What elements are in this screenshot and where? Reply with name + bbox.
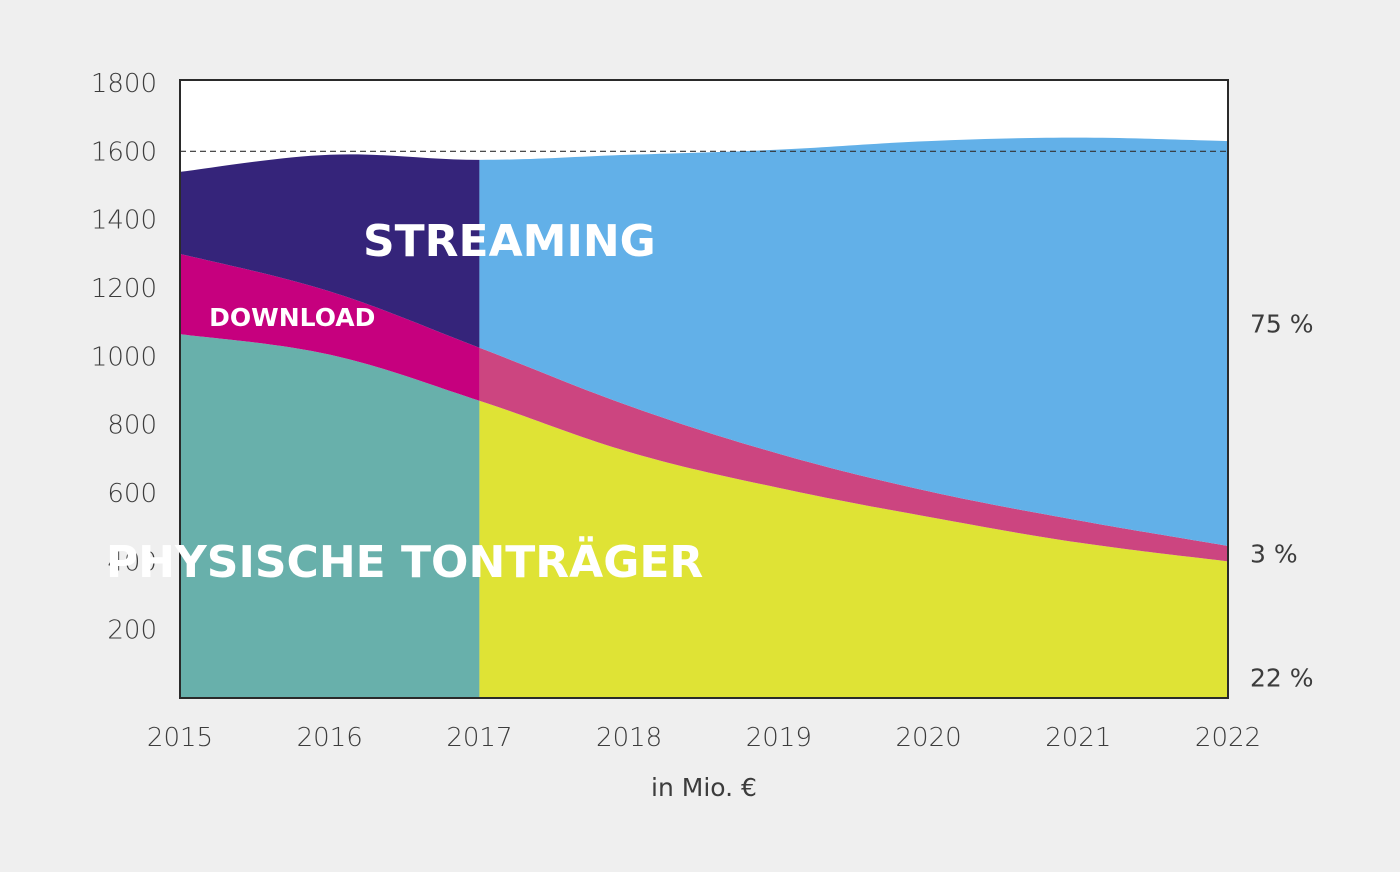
area-download-forecast bbox=[479, 347, 1228, 562]
y-tick-label: 800 bbox=[107, 411, 157, 441]
area-download-actual bbox=[180, 253, 480, 401]
x-tick-label: 2016 bbox=[297, 723, 363, 753]
area-physische-tontr-ger-forecast bbox=[479, 400, 1228, 698]
y-tick-label: 600 bbox=[107, 479, 157, 509]
y-tick-label: 1600 bbox=[91, 137, 157, 167]
area-streaming-forecast bbox=[479, 137, 1228, 546]
x-tick-label: 2019 bbox=[746, 723, 812, 753]
series-label: STREAMING bbox=[363, 216, 656, 267]
x-tick-label: 2015 bbox=[147, 723, 213, 753]
x-axis-label: in Mio. € bbox=[651, 773, 757, 802]
share-label: 75 % bbox=[1250, 309, 1314, 338]
share-label: 3 % bbox=[1250, 540, 1298, 569]
area-streaming-actual bbox=[180, 154, 480, 348]
share-label: 22 % bbox=[1250, 664, 1314, 693]
y-tick-label: 1800 bbox=[91, 69, 157, 99]
x-tick-label: 2021 bbox=[1045, 723, 1111, 753]
y-tick-label: 1200 bbox=[91, 274, 157, 304]
x-tick-label: 2020 bbox=[895, 723, 961, 753]
plot-frame bbox=[179, 79, 1229, 699]
x-tick-label: 2022 bbox=[1195, 723, 1261, 753]
y-tick-label: 400 bbox=[107, 547, 157, 577]
y-tick-label: 1400 bbox=[91, 206, 157, 236]
area-physische-tontr-ger-actual bbox=[180, 334, 480, 698]
series-label: DOWNLOAD bbox=[209, 303, 375, 332]
areas bbox=[180, 137, 1228, 698]
y-tick-label: 200 bbox=[107, 616, 157, 646]
x-tick-label: 2017 bbox=[446, 723, 512, 753]
series-label: PHYSISCHE TONTRÄGER bbox=[106, 535, 703, 588]
x-tick-label: 2018 bbox=[596, 723, 662, 753]
y-tick-label: 1000 bbox=[91, 342, 157, 372]
